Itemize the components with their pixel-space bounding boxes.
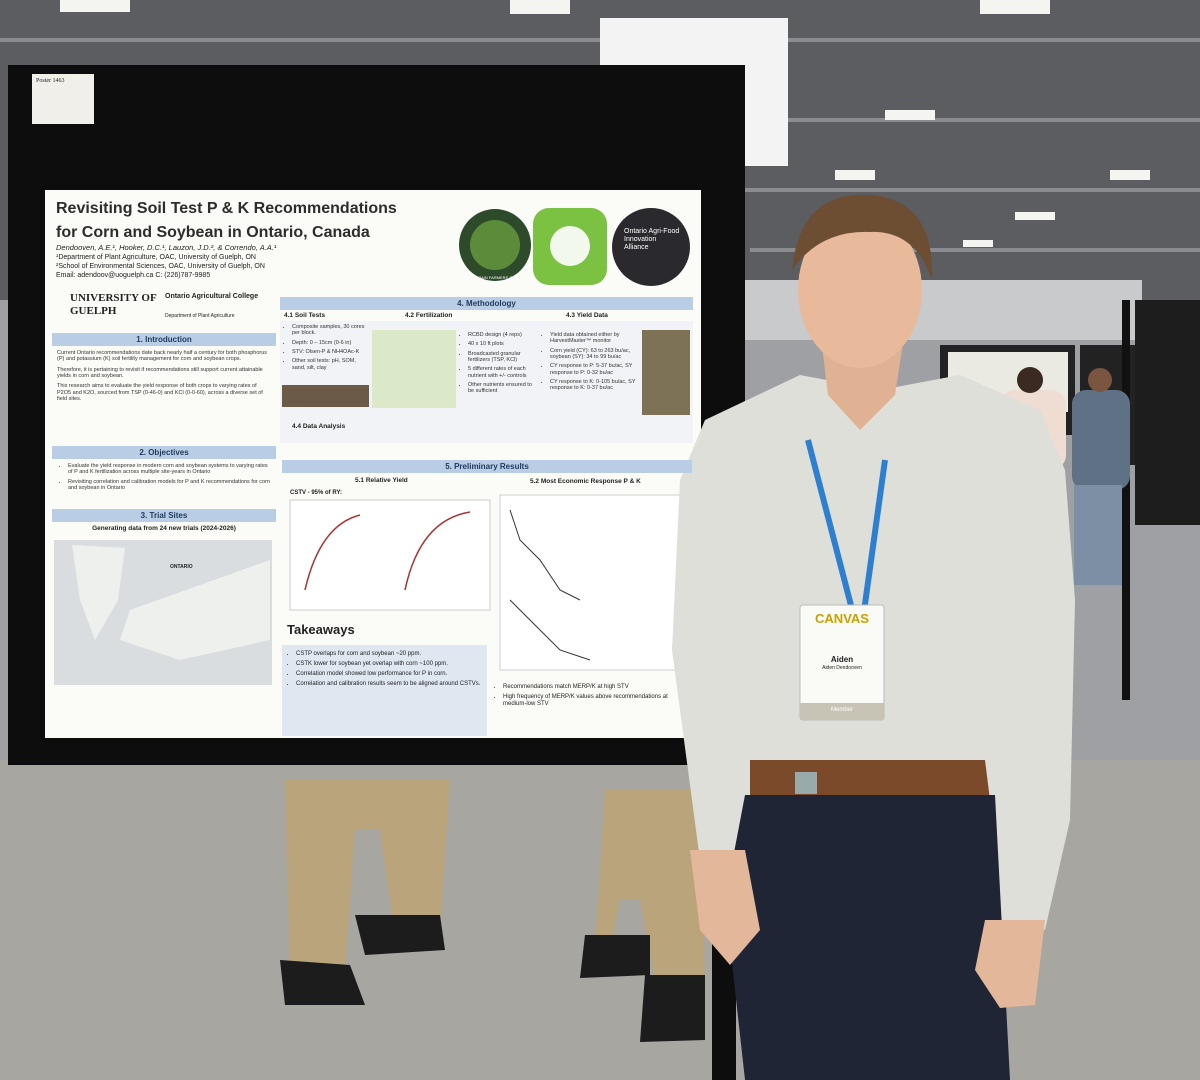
logo-trillium [550, 226, 590, 266]
badge-role: Member [830, 707, 853, 713]
shoe [640, 975, 705, 1042]
paragraph: Therefore, it is pertaining to revisit i… [57, 366, 263, 379]
department: Department of Plant Agriculture [165, 313, 235, 319]
takeaway: CSTP overlaps for corn and soybean ~20 p… [296, 651, 487, 658]
item: Other nutrients ensured to be sufficient [468, 382, 538, 395]
item: STV: Olsen-P & NH4OAc-K [292, 349, 369, 355]
intro-text: Current Ontario recommendations date bac… [57, 350, 272, 402]
item: 5 different rates of each nutrient with … [468, 366, 538, 379]
shoe [580, 935, 650, 978]
note: Recommendations match MERP/K at high STV [503, 684, 675, 691]
trial-subtitle: Generating data from 24 new trials (2024… [92, 525, 236, 532]
item: RCBD design (4 reps) [468, 332, 538, 338]
logo-text: GRAIN FARMERS OF ONTARIO [475, 275, 515, 285]
poster-title: for Corn and Soybean in Ontario, Canada [56, 224, 370, 241]
ceiling-lights [60, 0, 1150, 247]
takeaway: Correlation and calibration results seem… [296, 681, 487, 688]
affiliation: ¹Department of Plant Agriculture, OAC, U… [56, 254, 256, 261]
relative-yield-plot [289, 499, 491, 611]
person-bg-head [1017, 367, 1043, 393]
board-post [1122, 300, 1130, 700]
poster-title: Revisiting Soil Test P & K Recommendatio… [56, 200, 397, 217]
cstv-label: CSTV - 95% of RY: [290, 490, 343, 496]
item: Broadcasted granular fertilizers (TSP, K… [468, 351, 538, 364]
section-header: 3. Trial Sites [52, 509, 276, 522]
section-header: 4. Methodology [280, 297, 693, 310]
soil-tests: Composite samples, 30 cores per block. D… [284, 324, 369, 374]
badge-first-name: Aiden [830, 655, 854, 664]
method-panel [280, 321, 693, 443]
map-land [72, 545, 270, 660]
college-logo: Ontario Agricultural College [165, 293, 259, 300]
item: 40 x 10 ft plots [468, 341, 538, 347]
authors: Dendooven, A.E.¹, Hooker, D.C.¹, Lauzon,… [56, 243, 277, 252]
subsection: 4.2 Fertilization [405, 312, 453, 319]
objectives: Evaluate the yield response in modern co… [60, 463, 270, 494]
response-curve [304, 511, 471, 591]
takeaway: CSTK lower for soybean yet overlap with … [296, 661, 487, 668]
belt-buckle [795, 772, 817, 794]
subsection: 5.2 Most Economic Response P & K [530, 478, 641, 485]
takeaway: Correlation model showed low performance… [296, 671, 487, 678]
fertilization: RCBD design (4 reps) 40 x 10 ft plots Br… [460, 332, 538, 398]
objective: Evaluate the yield response in modern co… [68, 463, 270, 476]
hand [975, 920, 1045, 1008]
item: Other soil tests: pH, SOM, sand, silt, c… [292, 358, 369, 371]
university-logo: UNIVERSITY OF GUELPH [70, 292, 157, 317]
section-header: 5. Preliminary Results [282, 460, 692, 473]
yield-data: Yield data obtained either by HarvestMas… [542, 332, 640, 395]
subsection: 4.3 Yield Data [566, 312, 608, 319]
poster-tag-text: Poster 1463 [36, 78, 65, 84]
soil-photo [282, 385, 369, 407]
person-bg-legs [1074, 485, 1122, 585]
shoe [355, 915, 445, 955]
logo-alliance [612, 208, 690, 286]
item: Corn yield (CY): 63 to 263 bu/ac, soybea… [550, 348, 640, 361]
side-board [1135, 300, 1200, 525]
item: CY response to K: 0-105 bu/ac, SY respon… [550, 379, 640, 392]
subsection: 5.1 Relative Yield [355, 477, 408, 484]
item: Composite samples, 30 cores per block. [292, 324, 369, 337]
section-header: 1. Introduction [52, 333, 276, 346]
paragraph: This research aims to evaluate the yield… [57, 383, 263, 402]
affiliation: ²School of Environmental Sciences, OAC, … [56, 263, 265, 270]
badge-full-name: Aiden Dendooven [822, 665, 862, 671]
belt [750, 760, 990, 800]
email: Email: adendoov@uoguelph.ca C: (226)787-… [56, 272, 211, 279]
item: CY response to P: 5-37 bu/ac, SY respons… [550, 363, 640, 376]
takeaways: CSTP overlaps for corn and soybean ~20 p… [282, 645, 487, 736]
hand [690, 850, 760, 965]
subsection: 4.4 Data Analysis [292, 423, 346, 430]
person-bg-head [1088, 368, 1112, 392]
objective: Revisiting correlation and calibration m… [68, 479, 270, 492]
pants [725, 795, 1010, 1080]
subsection: 4.1 Soil Tests [284, 312, 326, 319]
step-line [509, 509, 591, 661]
paragraph: Current Ontario recommendations date bac… [57, 350, 268, 363]
item: Yield data obtained either by HarvestMas… [550, 332, 640, 345]
note: High frequency of MERP/K values above re… [503, 694, 675, 708]
section-header: 2. Objectives [52, 446, 276, 459]
badge-brand: CANVAS [815, 611, 869, 626]
rate-table [372, 330, 456, 408]
takeaways-title: Takeaways [287, 622, 355, 637]
map-label: ONTARIO [170, 564, 193, 570]
shoe [280, 960, 365, 1005]
poster-tag [32, 74, 94, 124]
legs-behind-board [595, 790, 705, 980]
economic-plot [499, 494, 686, 671]
logo-text: Ontario Agri-Food Innovation Alliance [624, 228, 680, 252]
field-photo [642, 330, 690, 415]
logo-grain-inner [470, 220, 520, 270]
hair [792, 194, 933, 280]
results-notes: Recommendations match MERP/K at high STV… [495, 684, 675, 711]
person-bg [1072, 390, 1130, 490]
badge-footer [800, 703, 884, 720]
item: Depth: 0 – 15cm (0-6 in) [292, 340, 369, 346]
face [798, 212, 922, 368]
